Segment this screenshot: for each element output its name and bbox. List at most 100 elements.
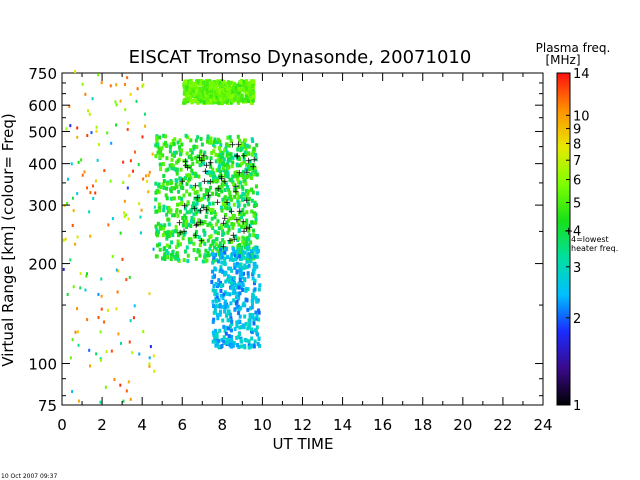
echo-marker: + bbox=[246, 223, 254, 233]
echo-point bbox=[187, 88, 191, 93]
echo-point bbox=[208, 79, 212, 84]
echo-point bbox=[215, 81, 219, 86]
echo-point bbox=[148, 170, 151, 174]
echo-point bbox=[99, 357, 102, 361]
echo-point bbox=[241, 186, 245, 191]
echo-point bbox=[215, 334, 219, 339]
echo-point bbox=[86, 272, 89, 276]
echo-marker: + bbox=[214, 198, 222, 208]
echo-point bbox=[172, 254, 176, 259]
echo-point bbox=[155, 228, 159, 233]
echo-point bbox=[110, 349, 113, 353]
echo-point bbox=[147, 190, 150, 194]
echo-point bbox=[217, 259, 221, 264]
x-tick-label: 14 bbox=[333, 416, 352, 434]
echo-point bbox=[215, 168, 219, 173]
echo-marker: + bbox=[233, 151, 241, 161]
echo-point bbox=[123, 215, 126, 219]
echo-point bbox=[228, 324, 232, 329]
echo-point bbox=[243, 225, 247, 230]
echo-point bbox=[217, 252, 221, 257]
echo-point bbox=[215, 176, 219, 181]
echo-point bbox=[217, 168, 221, 173]
echo-point bbox=[203, 220, 207, 225]
echo-point bbox=[237, 311, 241, 316]
colorbar-title-line2: [MHz] bbox=[545, 53, 580, 67]
echo-point bbox=[240, 325, 244, 330]
echo-point bbox=[214, 288, 218, 293]
echo-point bbox=[244, 181, 248, 186]
echo-point bbox=[242, 192, 246, 197]
echo-point bbox=[212, 93, 216, 98]
echo-point bbox=[228, 195, 232, 200]
echo-point bbox=[189, 98, 193, 103]
echo-point bbox=[157, 182, 161, 187]
echo-marker: + bbox=[205, 191, 213, 201]
echo-point bbox=[170, 196, 174, 201]
echo-point bbox=[218, 174, 222, 179]
echo-point bbox=[180, 142, 184, 147]
echo-point bbox=[241, 169, 245, 174]
echo-point bbox=[242, 241, 246, 246]
echo-point bbox=[246, 274, 250, 279]
echo-point bbox=[244, 288, 248, 293]
echo-point bbox=[203, 80, 207, 85]
echo-point bbox=[237, 285, 241, 290]
echo-point bbox=[257, 287, 261, 292]
echo-point bbox=[247, 237, 251, 242]
echo-point bbox=[246, 271, 250, 276]
echo-point bbox=[165, 248, 169, 253]
echo-point bbox=[165, 212, 169, 217]
echo-point bbox=[184, 79, 188, 84]
echo-point bbox=[187, 177, 191, 182]
echo-point bbox=[156, 230, 160, 235]
echo-point bbox=[218, 158, 222, 163]
echo-point bbox=[239, 97, 243, 102]
echo-point bbox=[238, 180, 242, 185]
echo-point bbox=[66, 177, 69, 181]
echo-point bbox=[200, 204, 204, 209]
echo-point bbox=[209, 136, 213, 141]
echo-point bbox=[253, 287, 257, 292]
echo-point bbox=[190, 81, 194, 86]
echo-point bbox=[255, 143, 259, 148]
echo-marker: + bbox=[198, 156, 206, 166]
echo-point bbox=[220, 189, 224, 194]
echo-point bbox=[229, 152, 233, 157]
x-tick-label: 16 bbox=[373, 416, 392, 434]
echo-point bbox=[228, 285, 232, 290]
echo-point bbox=[156, 221, 160, 226]
echo-point bbox=[234, 234, 238, 239]
echo-point bbox=[240, 344, 244, 349]
echo-point bbox=[113, 377, 116, 381]
echo-point bbox=[90, 131, 93, 135]
echo-point bbox=[245, 196, 249, 201]
echo-point bbox=[229, 339, 233, 344]
echo-point bbox=[223, 205, 227, 210]
echo-point bbox=[242, 255, 246, 260]
echo-point bbox=[236, 219, 240, 224]
echo-point bbox=[237, 296, 241, 301]
echo-point bbox=[222, 89, 226, 94]
echo-point bbox=[195, 93, 199, 98]
echo-point bbox=[250, 327, 254, 332]
echo-point bbox=[234, 153, 238, 158]
echo-point bbox=[95, 129, 98, 133]
echo-point bbox=[252, 343, 256, 348]
echo-point bbox=[236, 96, 240, 101]
echo-point bbox=[211, 85, 215, 90]
echo-point bbox=[201, 238, 205, 243]
echo-point bbox=[236, 204, 240, 209]
echo-point bbox=[242, 301, 246, 306]
echo-point bbox=[151, 152, 154, 156]
echo-point bbox=[175, 160, 179, 165]
echo-point bbox=[97, 73, 100, 77]
echo-point bbox=[74, 70, 77, 74]
echo-point bbox=[226, 230, 230, 235]
echo-point bbox=[157, 242, 161, 247]
echo-point bbox=[222, 339, 226, 344]
echo-point bbox=[224, 173, 228, 178]
x-tick-label: 8 bbox=[218, 416, 228, 434]
echo-point bbox=[142, 177, 145, 181]
echo-point bbox=[222, 260, 226, 265]
